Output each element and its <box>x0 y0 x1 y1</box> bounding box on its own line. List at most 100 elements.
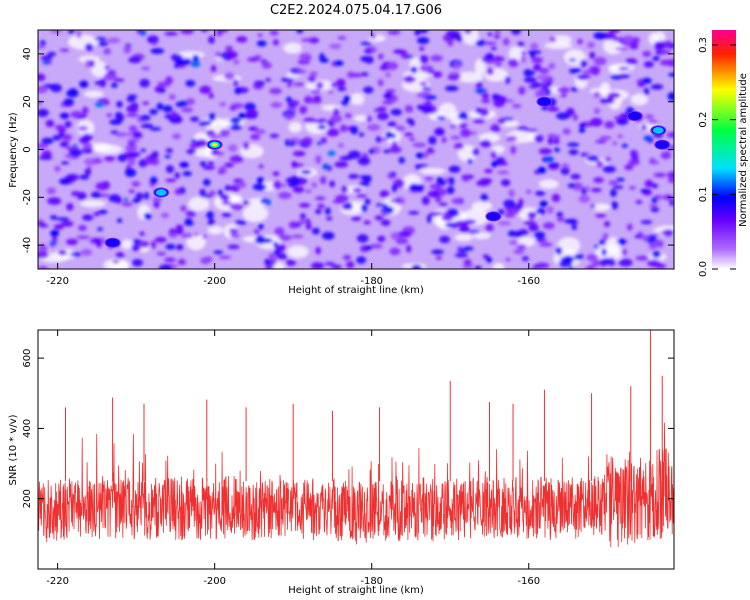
heatmap-cell <box>523 76 537 84</box>
heatmap-cell <box>556 112 571 120</box>
heatmap-cell <box>341 204 349 210</box>
heatmap-cell <box>568 58 577 62</box>
heatmap-cell <box>530 42 539 50</box>
snr-x-tick-label: -220 <box>46 576 69 587</box>
heatmap-cell <box>110 82 118 88</box>
heatmap-cell <box>490 124 501 133</box>
heatmap-cell <box>590 187 602 193</box>
heatmap-cell <box>578 128 586 133</box>
heatmap-cell <box>342 254 352 261</box>
heatmap-cell <box>310 89 321 95</box>
heatmap-cell <box>475 39 487 46</box>
heatmap-cell <box>224 72 235 81</box>
heatmap-cell <box>653 172 667 178</box>
heatmap-cell <box>650 84 664 90</box>
heatmap-cell <box>168 233 178 238</box>
heatmap-cell <box>562 128 571 135</box>
heatmap-cell <box>71 191 81 197</box>
heatmap-cell <box>404 104 414 113</box>
heatmap-cell <box>573 253 584 261</box>
heatmap-cell <box>510 145 517 155</box>
heatmap-cell <box>369 243 383 249</box>
heatmap-cell <box>228 144 238 152</box>
heatmap-cell <box>570 87 578 92</box>
heatmap-cell <box>608 180 619 186</box>
heatmap-cell <box>304 56 310 61</box>
heatmap-cell <box>379 137 389 142</box>
heatmap-cell <box>353 115 369 122</box>
heatmap-cell <box>325 216 333 221</box>
heatmap-cell <box>76 235 90 239</box>
heatmap-cell <box>149 127 162 131</box>
heatmap-cell <box>385 130 393 139</box>
heatmap-cell <box>487 32 493 36</box>
heatmap-cell <box>77 125 89 132</box>
heatmap-cell <box>219 194 231 201</box>
heatmap-cell <box>602 32 616 41</box>
heatmap-cell <box>387 121 397 128</box>
heatmap-cell <box>60 161 70 165</box>
heatmap-cell <box>299 105 308 114</box>
heatmap-cell <box>520 55 527 64</box>
heatmap-cell <box>113 78 125 82</box>
heatmap-cell <box>659 49 672 55</box>
snr-panel: -220 -200 -180 -160 200 400 600 Height of str… <box>8 329 675 596</box>
heatmap-cell <box>480 193 489 203</box>
heatmap-cell <box>287 245 309 259</box>
heatmap-cell <box>531 57 544 64</box>
heatmap-cell <box>247 57 260 62</box>
heatmap-cell <box>139 231 145 236</box>
heatmap-cell <box>538 179 559 189</box>
heatmap-cell <box>125 145 138 152</box>
heatmap-cell <box>233 58 240 65</box>
heatmap-cell <box>179 161 189 168</box>
heatmap-cell <box>124 168 137 178</box>
heatmap-cell <box>535 238 547 242</box>
heatmap-cell <box>329 43 342 50</box>
heatmap-cell <box>165 165 175 174</box>
heatmap-cell <box>441 214 453 222</box>
heatmap-cell <box>379 190 390 198</box>
heatmap-cell <box>403 76 417 83</box>
heatmap-cell <box>207 225 224 235</box>
heatmap-cell <box>254 128 266 135</box>
heatmap-cell <box>177 258 186 266</box>
heatmap-cell <box>168 94 176 100</box>
heatmap-cell <box>578 76 587 80</box>
heatmap-cell <box>226 51 238 59</box>
heatmap-cell <box>418 30 429 34</box>
heatmap-cell <box>348 173 359 179</box>
heatmap-cell <box>128 189 135 194</box>
heatmap-cell <box>132 239 142 245</box>
heatmap-cell <box>550 36 557 43</box>
heatmap-cell <box>59 178 71 185</box>
heatmap-cell <box>257 33 263 38</box>
heatmap-cell <box>316 81 324 90</box>
heatmap-cell <box>419 81 428 86</box>
heatmap-cell <box>208 133 222 139</box>
heatmap-cell <box>481 98 491 104</box>
heatmap-cell <box>659 230 674 235</box>
heatmap-cell <box>566 142 580 147</box>
heatmap-cell <box>448 176 455 186</box>
heatmap-cell <box>286 96 292 103</box>
heatmap-cell <box>252 183 267 191</box>
heatmap-cell <box>568 266 574 269</box>
heatmap-cell <box>38 251 49 259</box>
heatmap-cell <box>324 207 331 215</box>
heatmap-cell <box>511 103 522 109</box>
heatmap-cell <box>158 264 173 269</box>
heatmap-cell <box>66 203 74 211</box>
heatmap-cell <box>89 59 95 68</box>
heatmap-cell <box>269 87 282 95</box>
heatmap-cell <box>380 211 388 217</box>
heatmap-cell <box>38 73 46 82</box>
heatmap-cell <box>370 33 376 39</box>
heatmap-cell <box>351 215 362 222</box>
heatmap-cell <box>617 238 626 245</box>
heatmap-cell <box>587 41 596 49</box>
heatmap-cell <box>324 261 335 266</box>
heatmap-cell <box>624 164 634 171</box>
colorbar-tick-label: 0.3 <box>698 37 709 53</box>
